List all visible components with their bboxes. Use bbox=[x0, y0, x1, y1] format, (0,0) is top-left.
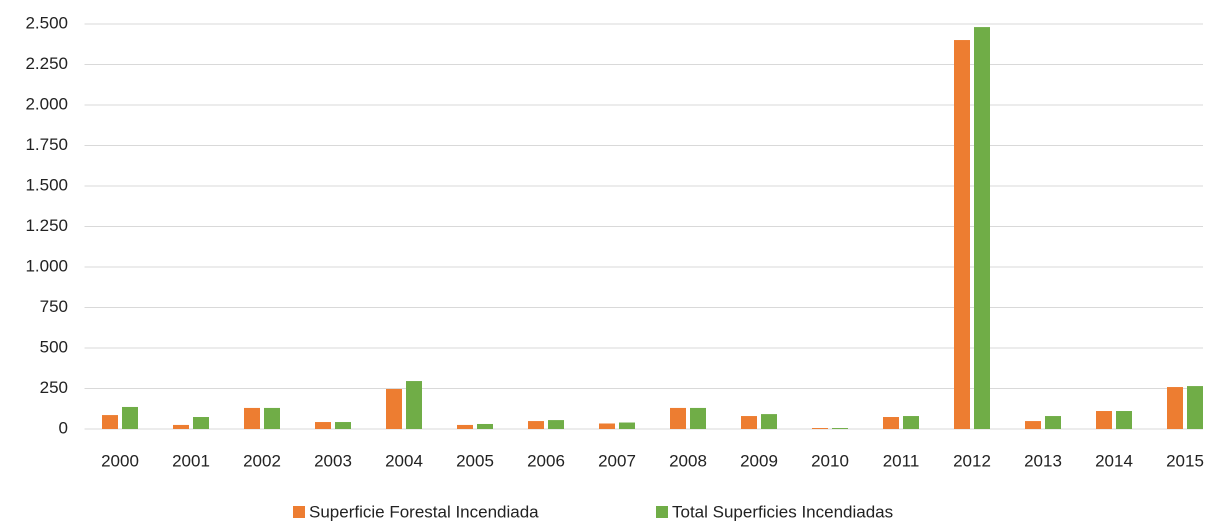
y-tick-label: 1.250 bbox=[25, 216, 68, 235]
bar bbox=[954, 40, 970, 430]
bar bbox=[406, 381, 422, 429]
y-tick-label: 750 bbox=[40, 297, 68, 316]
bar bbox=[670, 407, 686, 429]
legend-swatch bbox=[293, 506, 305, 518]
bar bbox=[832, 428, 848, 429]
x-tick-label: 2006 bbox=[527, 451, 565, 470]
bar bbox=[173, 424, 189, 429]
x-tick-label: 2003 bbox=[314, 451, 352, 470]
bar bbox=[102, 415, 118, 429]
x-tick-label: 2008 bbox=[669, 451, 707, 470]
legend-swatch bbox=[656, 506, 668, 518]
x-tick-label: 2009 bbox=[740, 451, 778, 470]
x-tick-label: 2015 bbox=[1166, 451, 1204, 470]
bar bbox=[974, 27, 990, 429]
bar bbox=[903, 416, 919, 429]
x-tick-label: 2001 bbox=[172, 451, 210, 470]
bar bbox=[1167, 387, 1183, 429]
legend-label: Total Superficies Incendiadas bbox=[672, 502, 893, 521]
bar bbox=[1045, 416, 1061, 429]
x-tick-label: 2004 bbox=[385, 451, 423, 470]
x-tick-label: 2002 bbox=[243, 451, 281, 470]
y-tick-label: 1.500 bbox=[25, 175, 68, 194]
x-tick-label: 2010 bbox=[811, 451, 849, 470]
bar bbox=[690, 407, 706, 429]
bar bbox=[1116, 411, 1132, 429]
bar bbox=[812, 428, 828, 429]
bar bbox=[477, 423, 493, 429]
bar bbox=[619, 422, 635, 429]
bar bbox=[1025, 421, 1041, 429]
bar bbox=[741, 416, 757, 429]
legend-label: Superficie Forestal Incendiada bbox=[309, 502, 539, 521]
x-tick-label: 2013 bbox=[1024, 451, 1062, 470]
bar bbox=[761, 414, 777, 429]
bar bbox=[457, 424, 473, 429]
bar bbox=[599, 423, 615, 429]
x-tick-label: 2005 bbox=[456, 451, 494, 470]
bar bbox=[1096, 411, 1112, 429]
y-tick-label: 2.500 bbox=[25, 13, 68, 32]
bar bbox=[264, 407, 280, 429]
bar bbox=[122, 406, 138, 429]
y-tick-label: 2.250 bbox=[25, 54, 68, 73]
y-tick-label: 250 bbox=[40, 378, 68, 397]
bar bbox=[193, 417, 209, 429]
y-tick-label: 0 bbox=[59, 418, 68, 437]
bar bbox=[528, 421, 544, 429]
y-tick-label: 1.750 bbox=[25, 135, 68, 154]
bar bbox=[548, 420, 564, 429]
bar bbox=[244, 407, 260, 429]
bar bbox=[386, 388, 402, 429]
bar bbox=[1187, 386, 1203, 429]
y-tick-label: 1.000 bbox=[25, 256, 68, 275]
bar bbox=[883, 417, 899, 429]
x-tick-label: 2011 bbox=[883, 451, 920, 470]
y-tick-label: 500 bbox=[40, 337, 68, 356]
x-tick-label: 2007 bbox=[598, 451, 636, 470]
x-tick-label: 2012 bbox=[953, 451, 991, 470]
x-tick-label: 2000 bbox=[101, 451, 139, 470]
bar bbox=[315, 422, 331, 429]
y-tick-label: 2.000 bbox=[25, 94, 68, 113]
bar bbox=[335, 422, 351, 429]
x-tick-label: 2014 bbox=[1095, 451, 1133, 470]
